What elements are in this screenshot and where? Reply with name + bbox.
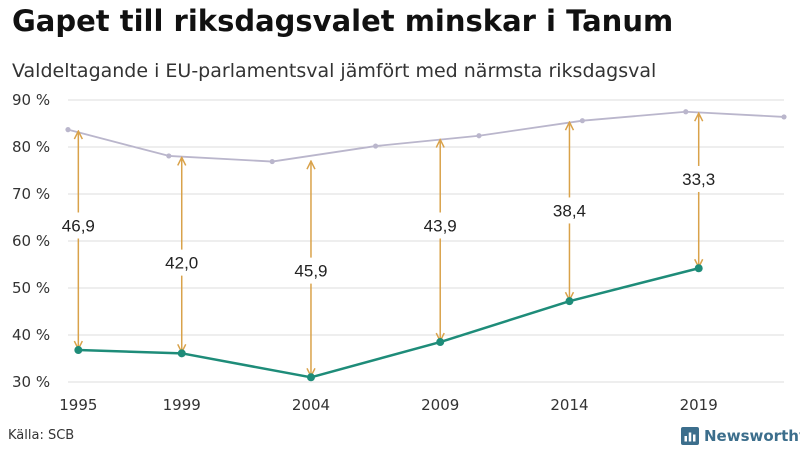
axis-layer: 30 % 40 % 50 % 60 % 70 % 80 % 90 % 1995 1999 2004… <box>12 91 718 414</box>
y-tick-label: 80 % <box>12 138 50 156</box>
point-layer <box>65 109 787 382</box>
gap-label-background <box>674 165 723 192</box>
y-tick-label: 40 % <box>12 326 50 344</box>
gap-data-label: 33,3 <box>682 170 715 189</box>
gap-label-background <box>286 257 335 284</box>
eu-data-point <box>177 349 186 358</box>
x-tick-label: 2014 <box>550 396 588 414</box>
y-tick-label: 70 % <box>12 185 50 203</box>
y-tick-label: 90 % <box>12 91 50 109</box>
chart-title: Gapet till riksdagsvalet minskar i Tanum <box>12 4 674 38</box>
newsworthy-logo[interactable]: Newsworthy <box>681 425 800 447</box>
riksdag-data-point <box>683 109 689 115</box>
series-layer <box>67 110 785 379</box>
gap-label-background <box>545 197 594 224</box>
eu-data-point <box>306 373 315 382</box>
riksdag-data-point <box>781 114 787 120</box>
brand-name: Newsworthy <box>704 427 800 445</box>
bar-chart-icon <box>681 427 699 445</box>
riksdag-data-point <box>372 143 379 149</box>
gap-data-label: 43,9 <box>424 216 457 235</box>
eu-data-point <box>694 264 703 273</box>
gap-data-label: 38,4 <box>553 201 586 220</box>
grid-layer <box>68 99 784 383</box>
eu-data-point <box>436 338 445 347</box>
gap-label-background <box>157 249 206 276</box>
eu-data-point <box>565 297 574 306</box>
chart-subtitle: Valdeltagande i EU-parlamentsval jämfört… <box>12 60 657 82</box>
gap-layer: 46,9 42,0 45,9 43,9 38,4 33,3 <box>54 113 723 376</box>
riksdag-data-point <box>65 127 71 133</box>
riksdag-data-point <box>166 153 172 159</box>
eu-data-point <box>74 346 83 355</box>
x-tick-label: 1995 <box>59 396 97 414</box>
x-tick-label: 2004 <box>292 396 330 414</box>
y-tick-label: 60 % <box>12 232 50 250</box>
x-tick-label: 2009 <box>421 396 459 414</box>
riksdag-data-point <box>476 133 482 139</box>
gap-label-background <box>416 212 465 239</box>
gap-data-label: 42,0 <box>165 254 198 273</box>
riksdag-data-point <box>579 118 585 124</box>
gap-data-label: 46,9 <box>62 216 95 235</box>
y-tick-label: 30 % <box>12 373 50 391</box>
riksdag-data-point <box>269 158 275 165</box>
y-tick-label: 50 % <box>12 279 50 297</box>
eu-series-line <box>78 267 700 379</box>
x-tick-label: 1999 <box>163 396 201 414</box>
gap-label-background <box>54 212 103 239</box>
gap-data-label: 45,9 <box>294 262 327 281</box>
source-note: Källa: SCB <box>8 428 75 443</box>
x-tick-label: 2019 <box>680 396 718 414</box>
riksdag-series-line <box>67 110 785 163</box>
